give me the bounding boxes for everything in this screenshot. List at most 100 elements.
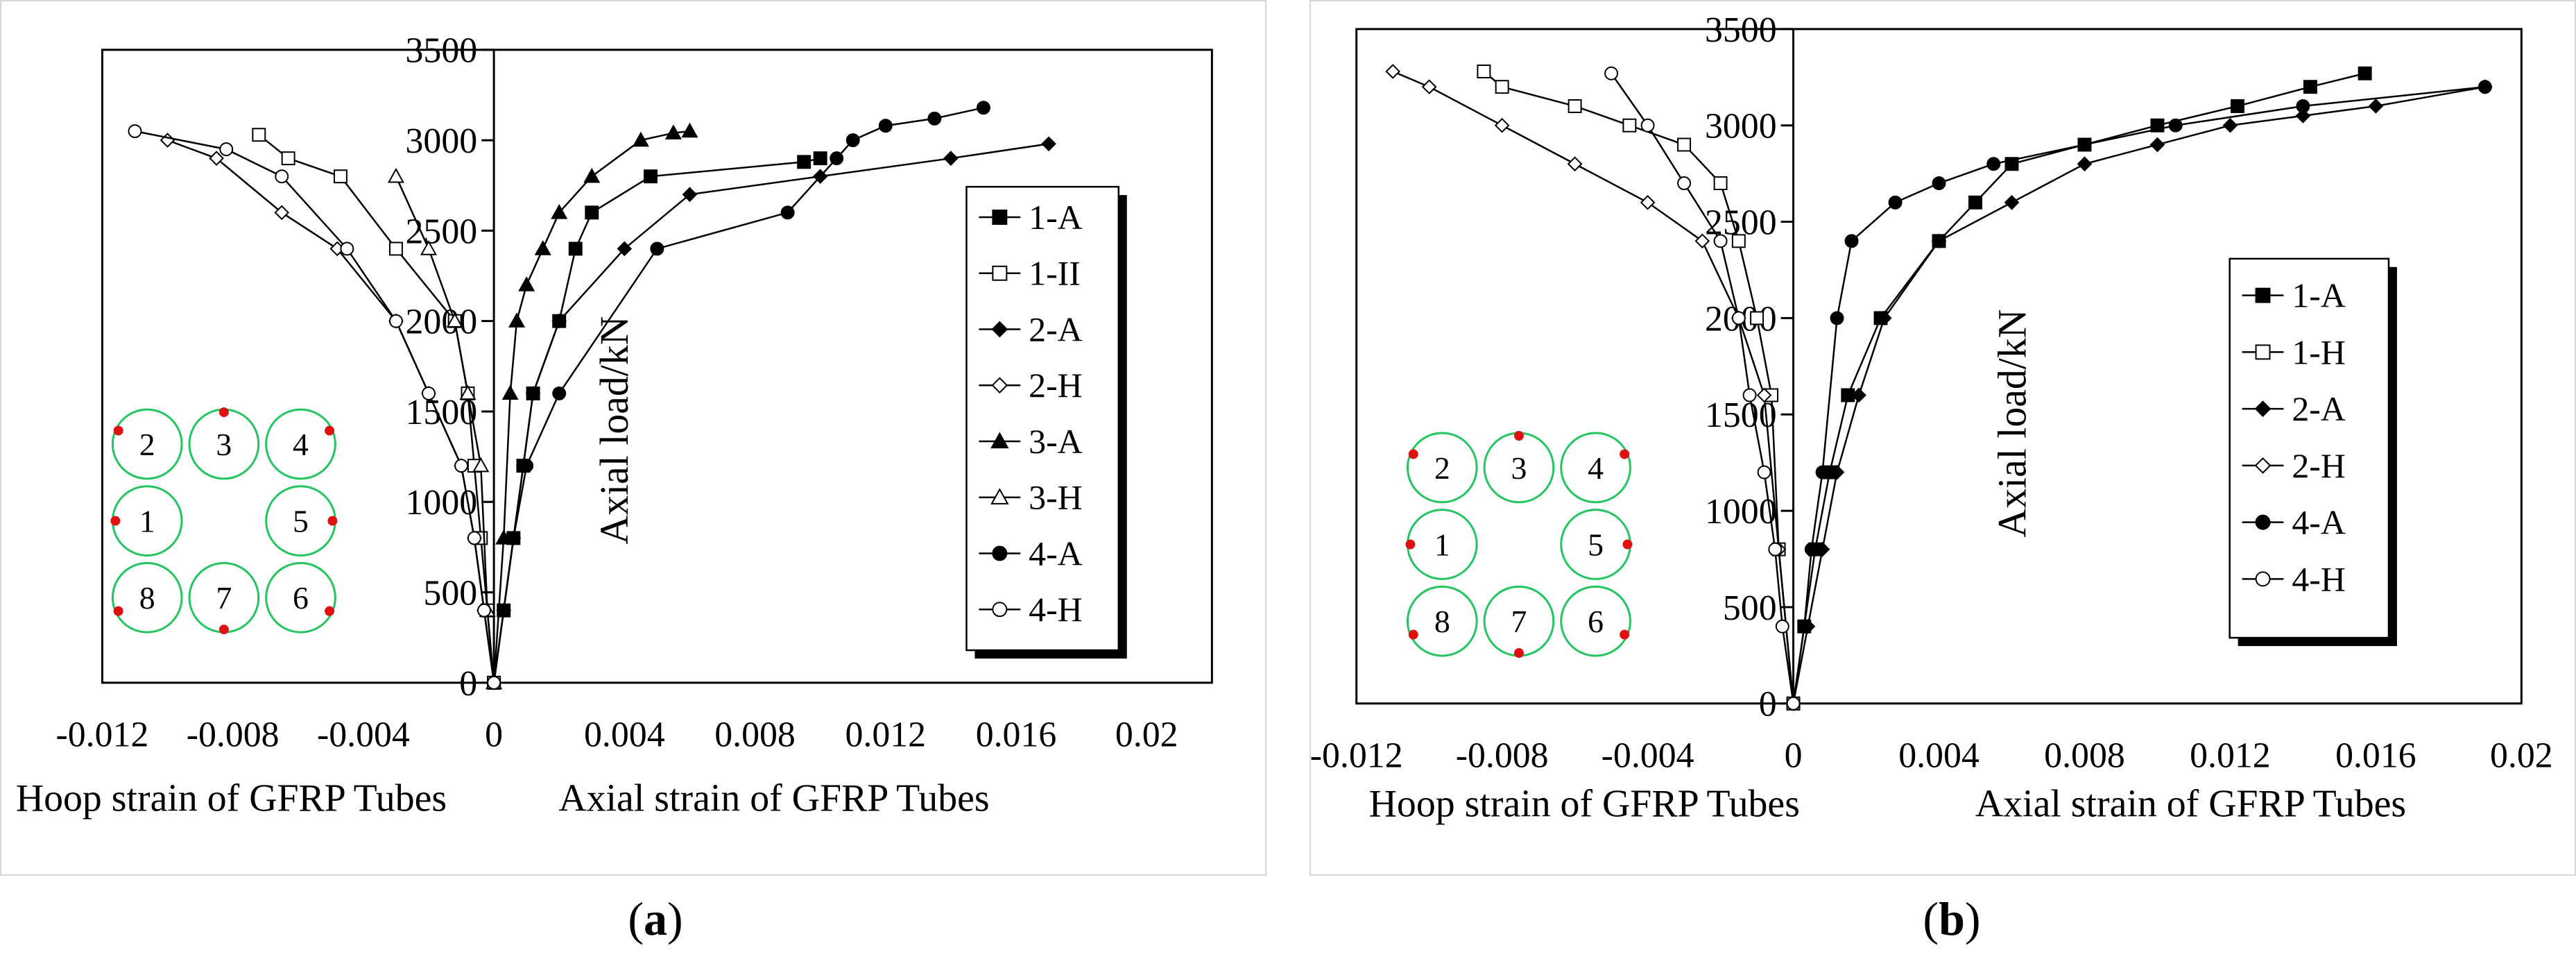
chart-a-tube-label: 8	[139, 580, 155, 616]
chart-a-data-point	[487, 675, 501, 690]
chart-a-data-point	[281, 151, 295, 166]
chart-b-tube-section	[1560, 585, 1631, 657]
chart-b-tube-label: 8	[1434, 604, 1450, 639]
chart-a-tube-label: 6	[293, 580, 309, 616]
chart-b-tube-label: 2	[1434, 450, 1450, 486]
chart-b-x-tick-label: -0.012	[1311, 736, 1403, 775]
chart-a-gauge-dot	[325, 425, 335, 436]
chart-b-tube-section	[1560, 432, 1631, 504]
chart-a-legend-marker	[992, 265, 1008, 281]
chart-a-data-point	[681, 122, 698, 138]
chart-b-data-point	[1567, 156, 1583, 172]
chart-b-data-point	[1731, 311, 1746, 325]
chart-a-data-point	[420, 240, 438, 255]
chart-a-tube-label: 7	[216, 580, 232, 616]
chart-b-data-point	[1932, 176, 1946, 190]
chart-a-series-line	[492, 157, 821, 684]
chart-b-tube-label: 6	[1588, 604, 1604, 639]
chart-a-data-point	[644, 169, 658, 184]
chart-a-tube-label: 5	[293, 504, 309, 539]
chart-b-x-tick-label: -0.004	[1602, 736, 1694, 775]
chart-b-series-line	[1792, 85, 2486, 704]
chart-a-series-1-a	[487, 151, 827, 690]
chart-b-legend-label: 1-A	[2292, 277, 2346, 315]
chart-b-data-point	[1768, 542, 1783, 557]
chart-a-x-tick-label: 0.008	[714, 715, 796, 755]
chart-a-legend-label: 4-A	[1029, 534, 1083, 572]
chart-b-data-point	[1677, 176, 1692, 190]
chart-a-legend-marker	[990, 488, 1009, 504]
chart-b-legend-marker	[2255, 287, 2271, 303]
chart-b-legend-label: 4-A	[2292, 504, 2346, 542]
chart-a-data-point	[387, 167, 404, 183]
chart-a-tube-label: 3	[216, 427, 232, 462]
chart-a-data-point	[497, 603, 511, 618]
chart-a-data-point	[534, 240, 551, 255]
chart-a-legend-box	[965, 185, 1120, 652]
caption-b-letter: b	[1939, 892, 1965, 945]
chart-a-data-point	[797, 155, 812, 169]
chart-a-data-point	[274, 205, 290, 221]
chart-a-y-tick-label: 500	[423, 574, 477, 613]
chart-b-gauge-dot	[1622, 539, 1633, 550]
chart-a-gauge-dot	[327, 516, 338, 526]
chart-b-x-tick-label: 0.016	[2335, 736, 2416, 775]
chart-b-plot-frame	[1355, 28, 2523, 705]
chart-b-data-point	[2478, 80, 2492, 94]
chart-a-data-point	[568, 241, 583, 256]
chart-a-data-point	[128, 124, 142, 139]
chart-b-data-point	[2368, 99, 2384, 114]
chart-b-data-point	[1750, 311, 1764, 325]
chart-b-tube-label: 7	[1511, 604, 1527, 639]
chart-b-data-point	[1756, 387, 1772, 403]
chart-b-series-line	[1392, 70, 1794, 704]
chart-b-gauge-dot	[1620, 629, 1630, 640]
chart-a-gauge-dot	[113, 425, 123, 436]
chart-a-data-point	[160, 133, 175, 148]
chart-a-y-tick-label: 0	[459, 664, 477, 704]
caption-a-letter: a	[644, 892, 667, 945]
chart-a-xlabel-axial: Axial strain of GFRP Tubes	[558, 776, 989, 820]
chart-a-y-tick-label: 3000	[406, 121, 478, 161]
chart-a-data-point	[506, 531, 521, 545]
chart-b-data-point	[1477, 64, 1491, 78]
chart-a-x-tick-label: 0.016	[976, 715, 1057, 755]
chart-b-data-point	[2303, 80, 2317, 94]
chart-b-data-point	[1604, 66, 1619, 80]
chart-b-x-tick-label: 0.02	[2490, 736, 2553, 775]
chart-a-data-point	[459, 384, 476, 400]
chart-a-legend-label: 2-A	[1029, 310, 1083, 348]
chart-b-data-point	[1568, 99, 1582, 113]
chart-a-legend-label: 3-H	[1029, 479, 1083, 517]
chart-a-data-point	[252, 128, 266, 142]
chart-a-data-point	[943, 151, 959, 166]
chart-a-legend-marker	[991, 321, 1008, 338]
chart-b-data-point	[1804, 542, 1819, 557]
chart-b-svg: 0500100015002000250030003500-0.012-0.008…	[1311, 10, 2553, 825]
chart-a-data-point	[927, 111, 942, 126]
chart-b-x-tick-label: -0.008	[1456, 736, 1549, 775]
chart-b-legend-label: 1-H	[2292, 333, 2346, 371]
chart-b-legend-box	[2229, 257, 2390, 639]
chart-b-data-point	[2077, 137, 2092, 152]
chart-b-data-point	[2358, 66, 2372, 80]
chart-a-legend-label: 2-H	[1029, 366, 1083, 405]
chart-a-data-point	[664, 124, 682, 139]
chart-a-data-point	[632, 131, 649, 147]
chart-a-legend-marker	[992, 210, 1008, 225]
chart-a-series-line	[492, 143, 1049, 684]
chart-a-legend-label: 1-A	[1029, 198, 1083, 237]
chart-b-series-line	[1611, 73, 1794, 704]
chart-b-data-point	[1622, 118, 1637, 133]
chart-a-data-point	[976, 101, 990, 115]
chart-a-plot-frame	[101, 49, 1213, 684]
chart-a-data-point	[525, 386, 541, 401]
chart-b-data-point	[1757, 465, 1771, 479]
chart-a-data-point	[472, 457, 490, 473]
chart-b-xlabel-hoop: Hoop strain of GFRP Tubes	[1369, 782, 1800, 825]
chart-b-series-line	[1792, 72, 2365, 704]
chart-a-legend-marker	[991, 377, 1008, 394]
chart-a-legend-label: 4-H	[1029, 591, 1083, 629]
chart-a-data-point	[813, 151, 827, 166]
